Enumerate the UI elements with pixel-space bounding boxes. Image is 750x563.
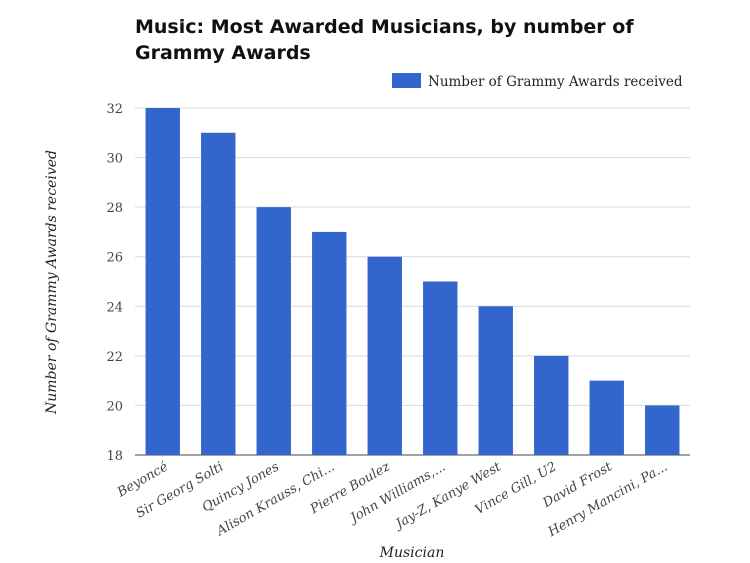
- bar[interactable]: [145, 108, 180, 455]
- y-tick-label: 24: [106, 300, 123, 315]
- y-axis-title: Number of Grammy Awards received: [44, 150, 60, 415]
- y-tick-label: 22: [106, 350, 123, 365]
- bar[interactable]: [423, 281, 458, 456]
- bar[interactable]: [589, 380, 624, 455]
- chart-title: Music: Most Awarded Musicians, by number…: [135, 16, 634, 64]
- x-axis-title: Musician: [379, 545, 445, 561]
- legend[interactable]: Number of Grammy Awards received: [392, 73, 683, 90]
- y-tick-label: 32: [106, 102, 123, 117]
- legend-swatch: [392, 73, 421, 88]
- y-tick-label: 18: [106, 449, 123, 464]
- bar[interactable]: [201, 132, 236, 456]
- y-tick-label: 26: [106, 251, 123, 266]
- bar[interactable]: [478, 306, 513, 455]
- y-tick-labels: 18 20 22 24 26 28 30 32: [106, 102, 123, 464]
- bar[interactable]: [534, 355, 569, 455]
- bars: [145, 108, 680, 456]
- bar[interactable]: [256, 207, 291, 455]
- y-tick-label: 30: [106, 152, 123, 167]
- bar[interactable]: [367, 256, 402, 455]
- bar[interactable]: [645, 405, 680, 455]
- y-tick-label: 20: [106, 399, 123, 414]
- legend-label: Number of Grammy Awards received: [428, 74, 683, 90]
- bar[interactable]: [312, 231, 347, 455]
- y-tick-label: 28: [106, 201, 123, 216]
